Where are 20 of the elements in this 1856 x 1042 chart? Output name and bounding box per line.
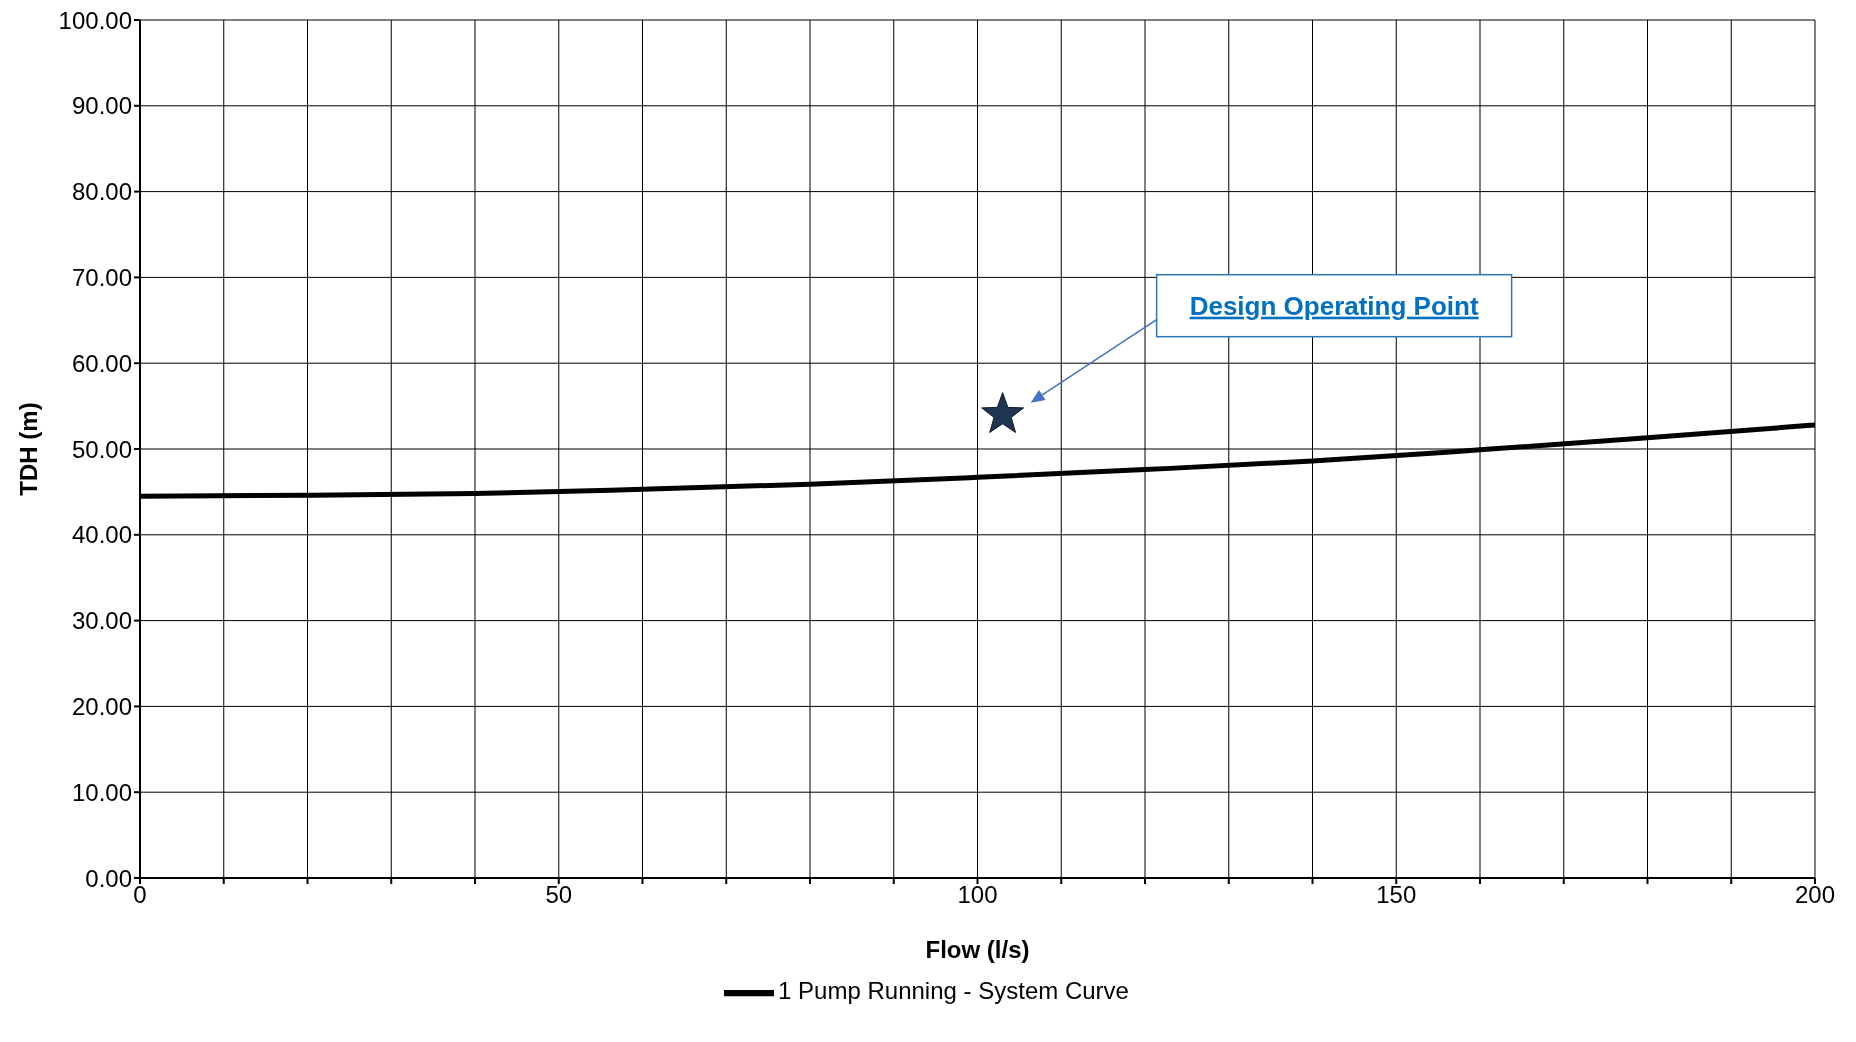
annotation: Design Operating Point xyxy=(1189,290,1479,321)
x-tick-label: 150 xyxy=(1376,881,1417,909)
y-tick-label: 100.00 xyxy=(58,6,132,34)
x-tick-label: 50 xyxy=(545,881,573,909)
y-tick-label: 60.00 xyxy=(71,349,132,377)
y-tick-label: 90.00 xyxy=(71,92,132,120)
y-tick-label: 40.00 xyxy=(71,521,132,549)
y-tick-label: 70.00 xyxy=(71,263,132,291)
y-axis-title: TDH (m) xyxy=(14,402,42,496)
y-tick-label: 0.00 xyxy=(85,864,132,892)
y-tick-label: 20.00 xyxy=(71,692,132,720)
x-tick-label: 200 xyxy=(1794,881,1836,909)
x-tick-label: 0 xyxy=(133,881,147,909)
x-tick-label: 100 xyxy=(957,881,998,909)
y-tick-label: 80.00 xyxy=(71,178,132,206)
x-axis-title: Flow (l/s) xyxy=(925,936,1030,963)
legend-label: 1 Pump Running - System Curve xyxy=(778,977,1129,1005)
y-tick-label: 30.00 xyxy=(71,607,132,635)
y-tick-label: 10.00 xyxy=(71,778,132,806)
y-tick-label: 50.00 xyxy=(71,435,132,463)
